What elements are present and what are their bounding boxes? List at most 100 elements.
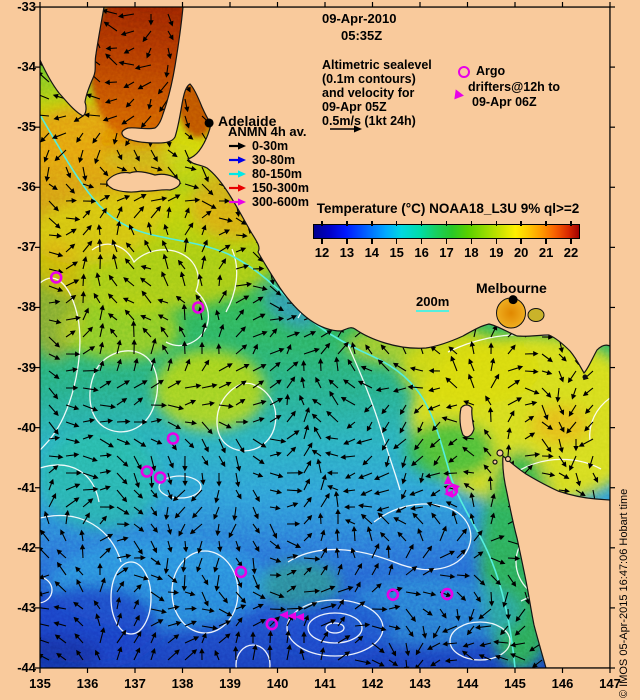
argo-float-marker <box>265 617 279 631</box>
colorbar-tick <box>545 239 547 244</box>
data-markers <box>49 118 518 631</box>
argo-float-marker <box>49 271 63 284</box>
axis-ticks <box>35 2 615 673</box>
date-label: 09-Apr-2010 <box>322 11 397 26</box>
y-tick-label: -37 <box>17 239 36 255</box>
x-tick-label: 141 <box>314 676 336 691</box>
argo-float-marker <box>440 587 454 601</box>
colorbar-tick <box>470 221 473 226</box>
argo-float-marker <box>234 565 248 579</box>
colorbar-tick <box>520 221 522 226</box>
y-tick-label: -36 <box>17 179 36 195</box>
colorbar-tick <box>545 221 547 226</box>
colorbar-tick <box>520 239 522 244</box>
colorbar-tick <box>445 221 448 226</box>
kangaroo-island <box>106 170 181 193</box>
argo-float-marker <box>140 465 154 478</box>
y-tick-label: -35 <box>17 119 36 135</box>
anmn-legend-item: 80-150m <box>228 167 309 181</box>
depth-arrow-icon <box>229 156 246 164</box>
anmn-legend-item: 300-600m <box>228 195 309 209</box>
colorbar-tick-label: 15 <box>389 245 404 260</box>
x-tick-label: 136 <box>76 676 99 691</box>
colorbar-tick-label: 13 <box>339 245 355 260</box>
y-tick-label: -33 <box>17 0 36 14</box>
depth-arrow-icon <box>229 198 246 206</box>
colorbar-tick <box>570 239 572 244</box>
x-tick-label: 140 <box>266 676 289 691</box>
x-tick-label: 147 <box>599 676 621 691</box>
hunter-islet <box>504 455 512 463</box>
x-tick-label: 142 <box>361 676 384 691</box>
anmn-legend-label: 0-30m <box>252 139 289 153</box>
anmn-legend: 0-30m 30-80m 80-150m 150-300m 300-600m <box>228 139 309 209</box>
argo-float-marker <box>386 588 400 602</box>
y-tick-label: -39 <box>17 359 36 375</box>
drifter-chevron <box>295 613 304 621</box>
anmn-legend-item: 150-300m <box>228 181 309 195</box>
x-tick-label: 137 <box>124 676 146 691</box>
colorbar-tick <box>321 239 323 244</box>
y-tick-label: -38 <box>17 299 36 315</box>
altimetric-note-line: Altimetric sealevel <box>322 58 432 72</box>
anmn-legend-item: 30-80m <box>228 153 309 167</box>
colorbar-tick <box>371 239 373 244</box>
y-tick-label: -44 <box>17 660 36 675</box>
x-tick-label: 145 <box>504 676 526 691</box>
colorbar-tick <box>445 239 448 244</box>
argo-float-marker <box>153 471 167 484</box>
depth-arrow-icon <box>229 184 246 192</box>
argo-arrow-icon <box>454 89 465 101</box>
city-dot <box>204 118 214 128</box>
altimetric-note-line: (0.1m contours) <box>322 72 416 86</box>
colorbar-tick-label: 16 <box>414 245 429 260</box>
adelaide-label: Adelaide <box>218 113 277 129</box>
x-tick-label: 144 <box>456 676 479 691</box>
altimetric-note-line: 09-Apr 05Z <box>322 100 387 114</box>
x-tick-label: 138 <box>171 676 194 691</box>
colorbar-tick <box>420 239 423 244</box>
anmn-legend-item: 0-30m <box>228 139 309 153</box>
x-tick-label: 146 <box>551 676 574 691</box>
x-tick-label: 135 <box>29 676 51 691</box>
hunter-island <box>496 449 504 457</box>
argo-note-line: drifters@12h to <box>468 80 561 94</box>
isobath-label: 200m <box>416 294 450 312</box>
colorbar-tick <box>395 221 398 226</box>
y-tick-label: -34 <box>17 59 36 75</box>
y-tick-label: -41 <box>17 479 36 495</box>
anmn-legend-label: 300-600m <box>252 195 309 209</box>
colorbar-tick <box>420 221 423 226</box>
colorbar-tick <box>395 239 398 244</box>
colorbar-tick-label: 19 <box>489 245 504 260</box>
colorbar-tick-label: 21 <box>538 245 554 260</box>
colorbar-tick <box>346 239 348 244</box>
argo-note-line: 09-Apr 06Z <box>472 95 537 109</box>
y-tick-label: -43 <box>17 599 36 615</box>
argo-float-marker <box>191 301 205 314</box>
depth-arrow-icon <box>229 170 246 178</box>
colorbar-tick-label: 20 <box>513 245 529 260</box>
x-tick-label: 143 <box>409 676 431 691</box>
melbourne-label: Melbourne <box>476 280 547 296</box>
colorbar-tick-label: 18 <box>464 245 479 260</box>
colorbar-tick <box>570 221 572 226</box>
tasmania <box>502 454 610 668</box>
argo-note-line: Argo <box>476 64 506 78</box>
colorbar-tick <box>495 221 498 226</box>
anmn-legend-label: 80-150m <box>252 167 303 181</box>
drifter-chevron <box>444 490 453 498</box>
anmn-legend-title: ANMN 4h av. <box>228 124 307 139</box>
altimetric-note-line: 0.5m/s (1kt 24h) <box>322 114 416 128</box>
colorbar-tick-label: 22 <box>563 245 579 260</box>
colorbar-tick <box>321 221 323 226</box>
argo-float-marker <box>166 432 180 445</box>
drifter-chevron <box>287 612 296 620</box>
king-island <box>459 404 475 438</box>
colorbar-tick-label: 14 <box>364 245 380 260</box>
colorbar-title: Temperature (°C) NOAA18_L3U 9% ql>=2 <box>316 201 580 216</box>
time-label: 05:35Z <box>341 28 383 43</box>
argo-circle-icon <box>458 66 470 78</box>
